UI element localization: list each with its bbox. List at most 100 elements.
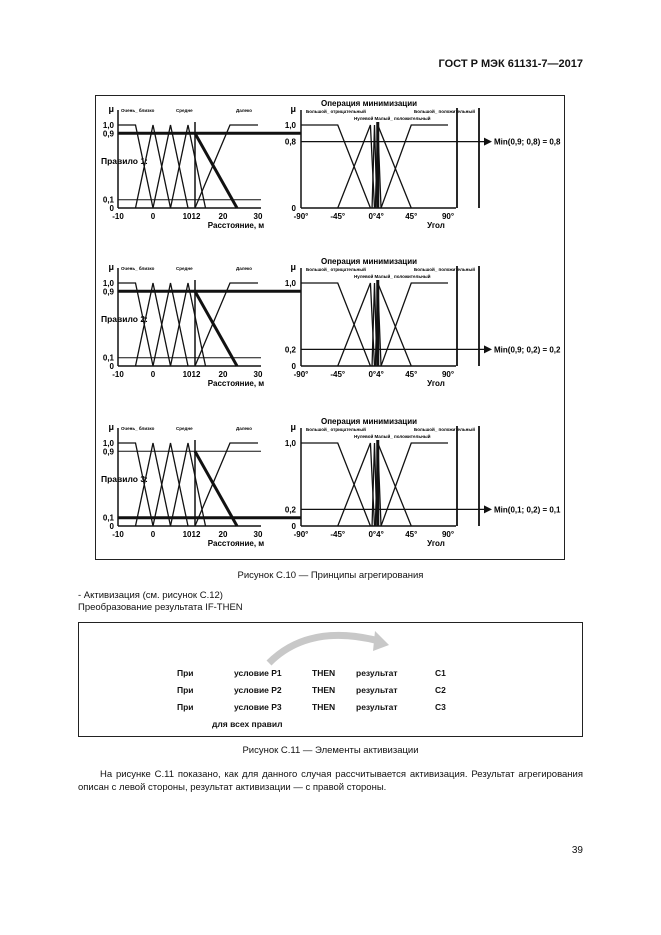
set-label: Далеко (236, 108, 252, 113)
arrow-icon (484, 137, 492, 146)
x-tick: 20 (219, 212, 228, 221)
transform-text: Преобразование результата IF-THEN (78, 602, 243, 613)
activation-c: C1 (435, 668, 446, 678)
y-tick: 0,9 (103, 129, 115, 138)
x-tick: -90° (294, 530, 309, 539)
set-label: Средне (176, 426, 193, 431)
rule-label: Правило 3: (101, 474, 148, 484)
activation-c: C2 (435, 685, 446, 695)
x-tick: -10 (112, 212, 124, 221)
y-tick: 0,1 (103, 514, 115, 523)
x-tick: 0 (151, 530, 156, 539)
bold-clip-line (193, 450, 239, 527)
y-tick: 0 (110, 204, 115, 213)
y-tick: 1,0 (285, 121, 297, 130)
set-label: Очень_ близко (121, 265, 155, 271)
x-tick: -45° (330, 212, 345, 221)
membership-function (377, 282, 412, 367)
x-axis-label: Угол (427, 539, 445, 548)
membership-function (134, 442, 172, 527)
arrow-icon (484, 505, 492, 514)
x-tick: 90° (442, 530, 454, 539)
x-tick: 45° (405, 530, 417, 539)
membership-function (377, 442, 412, 527)
bold-clip-line (193, 290, 239, 367)
activation-if: При (177, 668, 194, 678)
x-tick: 45° (405, 212, 417, 221)
y-tick: 1,0 (103, 279, 115, 288)
y-tick: 0 (110, 362, 115, 371)
set-label: Очень_ близко (121, 425, 155, 431)
page-number: 39 (571, 845, 583, 856)
min-result: Min(0,9; 0,2) = 0,2 (494, 345, 561, 354)
activation-text: - Активизация (см. рисунок С.12) (78, 590, 223, 601)
mu-label: μ (108, 104, 114, 114)
x-tick: 90° (442, 370, 454, 379)
set-label: Нулевой Малый_ положительный (354, 433, 431, 439)
membership-function (169, 124, 207, 209)
body-paragraph: На рисунке С.11 показано, как для данног… (78, 769, 583, 793)
x-axis-label: Расстояние, м (208, 539, 264, 548)
figure-c11-caption: Рисунок С.11 — Элементы активизации (242, 745, 419, 756)
activation-cond: условие Р1 (234, 668, 282, 678)
x-tick: 1012 (183, 212, 201, 221)
activation-then: THEN (312, 702, 336, 712)
activation-if: При (177, 685, 194, 695)
activation-res: результат (356, 668, 398, 678)
membership-function (301, 124, 372, 209)
mu-label: μ (290, 422, 296, 432)
set-label: Средне (176, 266, 193, 271)
operation-label: Операция минимизации (321, 99, 417, 108)
x-tick: 0°4° (368, 212, 383, 221)
y-tick: 0,8 (285, 138, 297, 147)
min-result: Min(0,1; 0,2) = 0,1 (494, 505, 561, 514)
x-tick: -45° (330, 370, 345, 379)
y-tick: 1,0 (285, 279, 297, 288)
x-tick: 90° (442, 212, 454, 221)
y-tick: 0,9 (103, 447, 115, 456)
y-tick: 0,2 (285, 505, 297, 514)
bold-clip-line (193, 132, 239, 209)
set-label: Большой_ отрицательный (306, 108, 366, 114)
rule-label: Правило 1: (101, 156, 148, 166)
x-tick: 0 (151, 370, 156, 379)
membership-function (301, 282, 372, 367)
x-axis-label: Угол (427, 221, 445, 230)
x-tick: 20 (219, 530, 228, 539)
membership-function (380, 442, 448, 527)
x-tick: -90° (294, 370, 309, 379)
mu-label: μ (290, 104, 296, 114)
rule-label: Правило 2: (101, 314, 148, 324)
arrow-icon (484, 345, 492, 354)
x-tick: 1012 (183, 530, 201, 539)
membership-function (169, 442, 207, 527)
curved-arrow-icon (266, 631, 389, 666)
membership-function (152, 124, 189, 209)
activation-footer: для всех правил (212, 719, 283, 729)
y-tick: 1,0 (285, 439, 297, 448)
set-label: Далеко (236, 266, 252, 271)
x-axis-label: Угол (427, 379, 445, 388)
x-tick: 0 (151, 212, 156, 221)
operation-label: Операция минимизации (321, 257, 417, 266)
membership-function (152, 282, 189, 367)
activation-res: результат (356, 685, 398, 695)
x-tick: 30 (254, 530, 263, 539)
x-axis-label: Расстояние, м (208, 221, 264, 230)
membership-function (301, 442, 372, 527)
membership-function (194, 442, 258, 527)
figure-c11: При условие Р1 THEN результат C1 При условие Р… (78, 622, 583, 737)
set-label: Большой_ положительный (414, 426, 475, 432)
x-tick: -90° (294, 212, 309, 221)
set-label: Большой_ положительный (414, 266, 475, 272)
activation-c: C3 (435, 702, 446, 712)
activation-cond: условие Р3 (234, 702, 282, 712)
y-tick: 0 (292, 204, 297, 213)
membership-function (377, 124, 412, 209)
activation-if: При (177, 702, 194, 712)
mu-label: μ (108, 422, 114, 432)
membership-function (194, 124, 258, 209)
membership-function (194, 282, 258, 367)
membership-function (380, 124, 448, 209)
membership-function (134, 282, 172, 367)
